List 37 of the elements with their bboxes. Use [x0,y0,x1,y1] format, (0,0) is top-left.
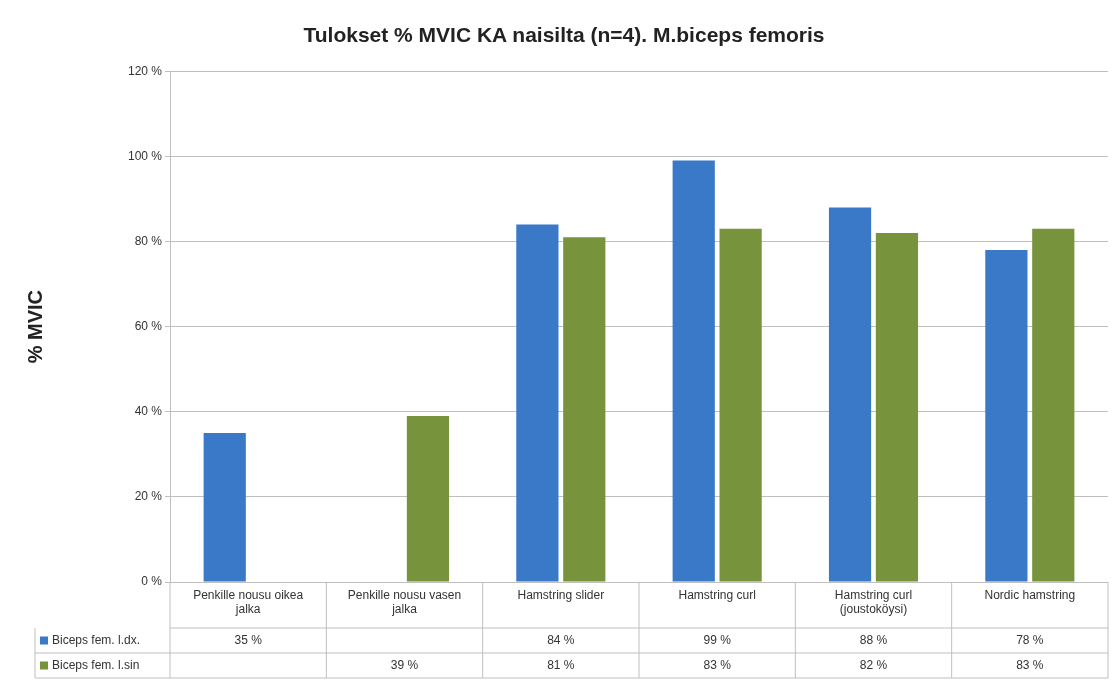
y-tick-label: 20 % [134,489,163,504]
x-tick-label: Hamstring curl (joustoköysi) [834,587,913,616]
y-axis-title: % MVIC [23,289,46,364]
data-label: 99 % [703,632,732,647]
bar [563,237,606,582]
data-label: 88 % [859,632,888,647]
legend-label: Biceps fem. l.sin [52,657,140,672]
data-label: 83 % [1016,657,1044,672]
data-label: 78 % [1016,632,1044,647]
bar [672,160,715,582]
x-tick-label: Penkille nousu vasen jalka [347,587,462,616]
y-tick-label: 0 % [141,574,163,589]
x-tick-label: Nordic hamstring [984,587,1076,602]
data-label: 84 % [547,632,575,647]
data-label: 35 % [234,632,263,647]
bar [516,224,559,582]
legend-label: Biceps fem. l.dx. [52,632,141,647]
bar [875,232,919,582]
y-tick-label: 120 % [127,63,163,78]
bar [828,207,872,582]
data-label: 82 % [859,657,888,672]
x-tick-label: Hamstring slider [517,587,605,602]
x-tick-label: Penkille nousu oikea jalka [193,587,304,616]
bar [406,415,450,582]
bar [719,228,762,582]
y-tick-label: 60 % [134,318,163,333]
bar [203,433,246,582]
y-tick-label: 100 % [127,148,163,163]
bar [1032,228,1075,582]
bar [985,249,1028,582]
data-label: 39 % [390,657,419,672]
data-label: 83 % [703,657,732,672]
x-tick-label: Hamstring curl [678,587,756,602]
data-label: 81 % [547,657,575,672]
y-tick-label: 80 % [134,233,163,248]
chart-title: Tulokset % MVIC KA naisilta (n=4). M.biceps femoris [303,23,825,47]
y-tick-label: 40 % [134,404,163,419]
